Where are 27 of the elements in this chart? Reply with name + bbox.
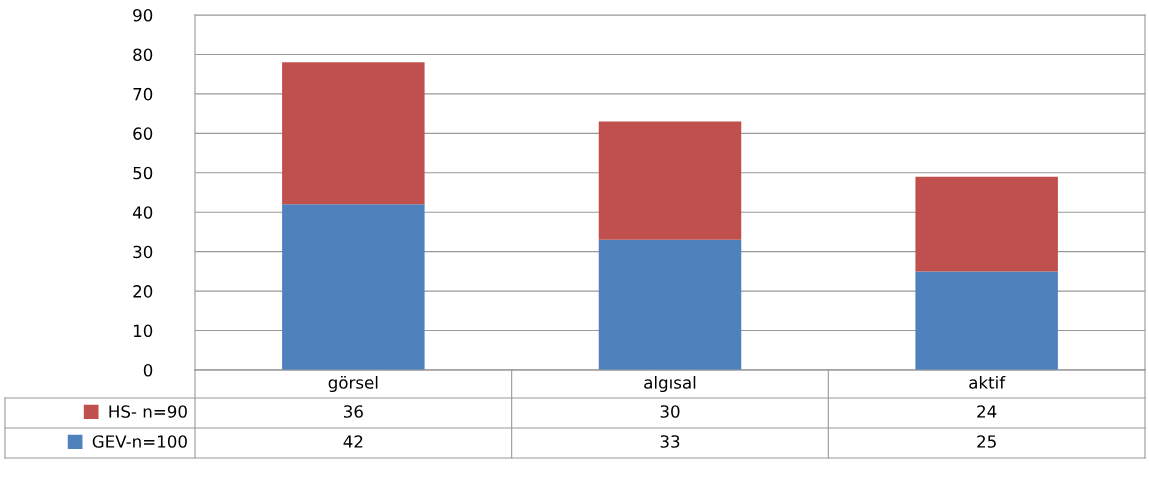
bar (598, 239, 742, 370)
bar (282, 204, 425, 370)
y-tick-label: 60 (133, 127, 153, 140)
data-label: 25 (977, 435, 996, 448)
y-tick-label: 80 (133, 48, 153, 62)
y-tick-label: 30 (133, 245, 153, 259)
data-label: 24 (977, 405, 997, 418)
legend-label: HS- n=90 (109, 405, 187, 418)
data-label: 33 (660, 435, 680, 448)
y-tick-label: 10 (133, 324, 153, 338)
data-label: 30 (660, 405, 680, 418)
data-label: 36 (344, 405, 363, 418)
x-tick-label: algısal (644, 375, 696, 393)
y-tick-label: 50 (133, 166, 153, 180)
y-tick-label: 20 (133, 285, 153, 298)
bar (282, 62, 425, 205)
data-label: 42 (343, 435, 363, 448)
bar (915, 176, 1058, 272)
y-tick-label: 90 (133, 8, 153, 22)
x-tick-label: aktif (969, 375, 1006, 389)
bar (598, 121, 742, 240)
y-tick-label: 0 (143, 363, 153, 377)
bar (915, 271, 1058, 370)
x-tick-label: görsel (328, 375, 378, 393)
y-tick-label: 70 (133, 87, 153, 101)
legend-label: GEV-n=100 (92, 435, 187, 448)
y-tick-label: 40 (132, 206, 153, 219)
